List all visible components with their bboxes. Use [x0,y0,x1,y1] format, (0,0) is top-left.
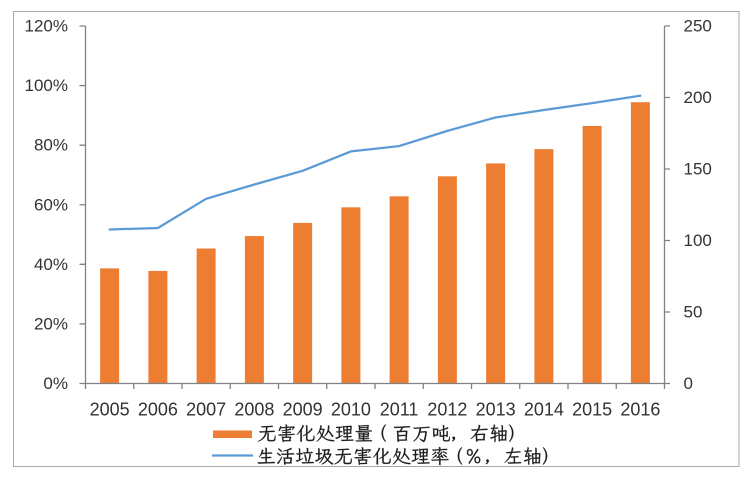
svg-text:20%: 20% [34,314,68,333]
svg-text:2005: 2005 [90,400,130,420]
svg-text:2007: 2007 [186,400,226,420]
svg-text:2016: 2016 [620,400,660,420]
svg-text:100%: 100% [25,76,68,95]
svg-text:2006: 2006 [138,400,178,420]
svg-text:50: 50 [684,303,703,322]
svg-text:2010: 2010 [331,400,371,420]
svg-text:2014: 2014 [524,400,564,420]
svg-text:80%: 80% [34,136,68,155]
svg-text:2015: 2015 [572,400,612,420]
svg-text:0: 0 [684,374,693,393]
svg-text:2013: 2013 [476,400,516,420]
svg-text:2008: 2008 [234,400,274,420]
svg-text:60%: 60% [34,195,68,214]
svg-text:2011: 2011 [380,400,419,420]
svg-text:2009: 2009 [283,400,323,420]
svg-text:40%: 40% [34,255,68,274]
svg-text:100: 100 [684,231,712,250]
svg-text:0%: 0% [43,374,68,393]
svg-text:150: 150 [684,160,712,179]
svg-text:250: 250 [684,17,712,36]
svg-text:120%: 120% [25,17,68,36]
svg-text:2012: 2012 [427,400,467,420]
svg-text:200: 200 [684,88,712,107]
